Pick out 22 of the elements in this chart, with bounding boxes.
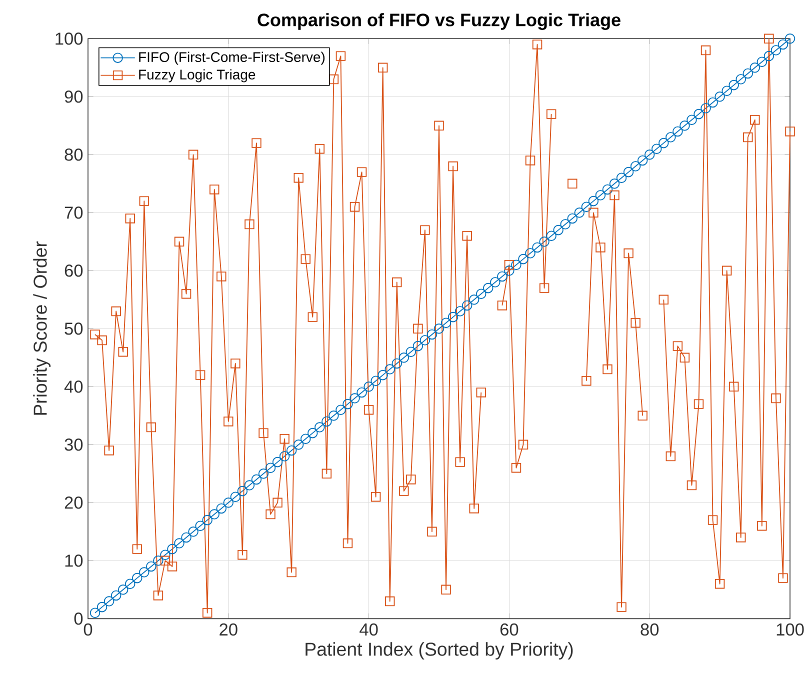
y-tick-label: 10 — [65, 554, 83, 567]
y-tick-label: 100 — [56, 32, 83, 45]
x-axis-title: Patient Index (Sorted by Priority) — [306, 642, 573, 660]
y-tick-label: 0 — [74, 612, 83, 625]
y-tick-label: 60 — [64, 264, 83, 277]
x-tick-label: 0 — [84, 623, 92, 636]
y-tick-label: 80 — [64, 148, 83, 161]
y-axis-title: Priority Score / Order — [33, 241, 51, 415]
legend-label: Fuzzy Logic Triage — [139, 69, 256, 82]
y-tick-label: 30 — [64, 438, 83, 451]
y-tick-label: 70 — [64, 206, 83, 219]
x-tick-label: 100 — [776, 623, 804, 636]
y-tick-label: 50 — [64, 322, 83, 335]
x-tick-label: 40 — [360, 623, 378, 636]
y-tick-label: 20 — [64, 496, 83, 509]
x-tick-label: 60 — [500, 623, 518, 636]
y-tick-label: 40 — [64, 380, 83, 393]
x-tick-label: 20 — [220, 623, 238, 636]
legend-label: FIFO (First-Come-First-Serve) — [139, 52, 325, 65]
x-tick-label: 80 — [640, 623, 659, 636]
y-tick-label: 90 — [64, 90, 83, 103]
chart-title: Comparison of FIFO vs Fuzzy Logic Triage — [258, 13, 620, 30]
